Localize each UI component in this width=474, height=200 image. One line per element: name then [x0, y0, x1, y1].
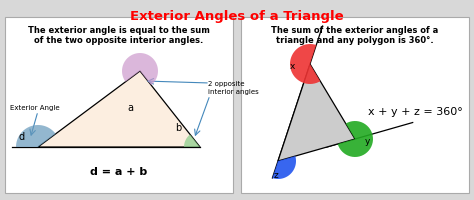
- Text: x: x: [289, 62, 295, 71]
- Text: a: a: [127, 102, 133, 112]
- Text: The sum of the exterior angles of a: The sum of the exterior angles of a: [272, 26, 438, 35]
- Text: z: z: [273, 171, 278, 180]
- Text: 2 opposite
interior angles: 2 opposite interior angles: [208, 80, 259, 95]
- Text: d = a + b: d = a + b: [91, 166, 147, 176]
- Text: triangle and any polygon is 360°.: triangle and any polygon is 360°.: [276, 36, 434, 45]
- Polygon shape: [122, 54, 158, 86]
- Polygon shape: [337, 121, 373, 157]
- Polygon shape: [38, 72, 200, 147]
- Polygon shape: [184, 135, 200, 147]
- Polygon shape: [273, 156, 296, 179]
- Polygon shape: [290, 45, 320, 85]
- FancyBboxPatch shape: [241, 18, 469, 193]
- Text: The exterior angle is equal to the sum: The exterior angle is equal to the sum: [28, 26, 210, 35]
- Text: of the two opposite interior angles.: of the two opposite interior angles.: [35, 36, 204, 45]
- Text: y: y: [365, 137, 370, 146]
- Polygon shape: [278, 65, 355, 161]
- Text: x + y + z = 360°: x + y + z = 360°: [368, 106, 462, 116]
- Text: Exterior Angle: Exterior Angle: [10, 104, 60, 110]
- Text: d: d: [19, 131, 25, 141]
- Text: b: b: [175, 122, 181, 132]
- Polygon shape: [16, 125, 55, 147]
- FancyBboxPatch shape: [5, 18, 233, 193]
- Text: Exterior Angles of a Triangle: Exterior Angles of a Triangle: [130, 10, 344, 23]
